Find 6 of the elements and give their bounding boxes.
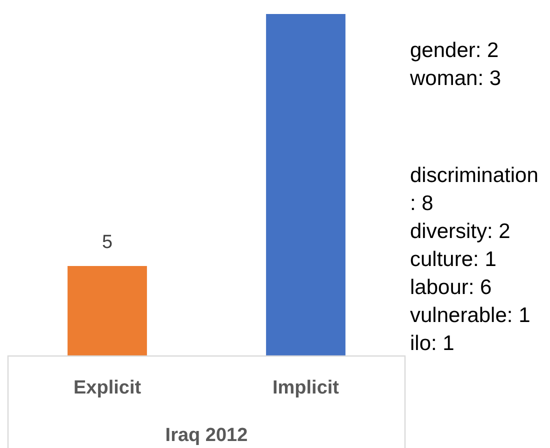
x-tick-label: Explicit bbox=[73, 377, 142, 398]
data-label: 5 bbox=[102, 232, 113, 253]
text: gender: 2 woman: 3 bbox=[409, 39, 502, 90]
x-axis-title: Iraq 2012 bbox=[165, 425, 248, 446]
x-tick-label: Implicit bbox=[272, 377, 340, 398]
text: discrimination: 8 diversity: 2 culture: 1 labour: 6 vulnerable: 1 ilo: 1 bbox=[410, 164, 538, 355]
